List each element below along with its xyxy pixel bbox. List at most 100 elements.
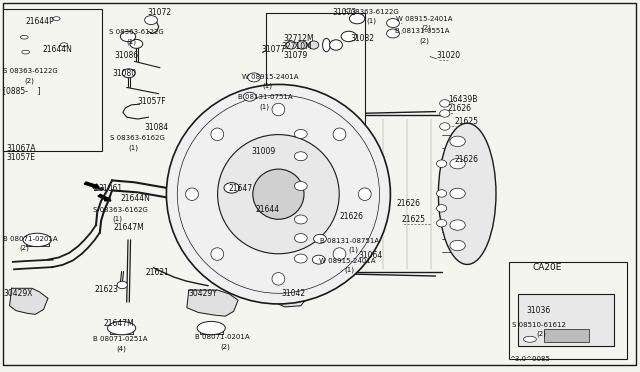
Ellipse shape (438, 123, 496, 264)
Text: 31061: 31061 (98, 185, 122, 193)
Text: (2): (2) (536, 331, 546, 337)
Text: B 08071-0201A: B 08071-0201A (3, 236, 58, 242)
Text: 21644N: 21644N (120, 194, 150, 203)
Ellipse shape (450, 136, 465, 147)
Bar (3, 9, 102, 151)
Text: (1): (1) (349, 247, 359, 253)
Text: 21647M: 21647M (114, 224, 145, 232)
Ellipse shape (186, 188, 198, 201)
Ellipse shape (436, 219, 447, 227)
Text: 21626: 21626 (454, 155, 479, 164)
Ellipse shape (333, 248, 346, 260)
Polygon shape (10, 288, 48, 314)
Ellipse shape (122, 69, 135, 78)
Text: (2): (2) (221, 343, 230, 350)
Ellipse shape (387, 29, 399, 38)
Ellipse shape (211, 248, 224, 260)
Polygon shape (274, 292, 307, 307)
Ellipse shape (450, 220, 465, 230)
Text: (2): (2) (421, 25, 431, 31)
Text: W 08915-2401A: W 08915-2401A (242, 74, 298, 80)
Bar (266, 13, 365, 143)
Text: 16439B: 16439B (448, 95, 477, 104)
Text: W 08915-2401A: W 08915-2401A (396, 16, 452, 22)
Text: 21644P: 21644P (26, 17, 54, 26)
Text: 31073: 31073 (333, 8, 357, 17)
Text: 30429Y: 30429Y (189, 289, 218, 298)
Ellipse shape (333, 128, 346, 141)
Polygon shape (518, 285, 622, 294)
Ellipse shape (272, 273, 285, 285)
Text: W 08915-2401A: W 08915-2401A (319, 258, 375, 264)
Text: B 08131-08751A: B 08131-08751A (320, 238, 379, 244)
Ellipse shape (166, 84, 390, 304)
Ellipse shape (218, 135, 339, 254)
Text: 31077: 31077 (261, 45, 285, 54)
Text: (1): (1) (127, 38, 137, 45)
Text: 21626: 21626 (397, 199, 421, 208)
FancyArrow shape (84, 182, 99, 188)
Ellipse shape (450, 188, 465, 199)
Ellipse shape (294, 152, 307, 161)
Text: (1): (1) (112, 216, 122, 222)
Text: 21621: 21621 (146, 268, 170, 277)
Ellipse shape (436, 205, 447, 212)
Ellipse shape (308, 41, 319, 49)
Text: 31064: 31064 (358, 251, 383, 260)
Text: 21647: 21647 (228, 185, 253, 193)
Ellipse shape (450, 158, 465, 169)
Text: S 08363-6122G: S 08363-6122G (344, 9, 399, 15)
Text: (1): (1) (128, 144, 138, 151)
Text: S 08363-6122G: S 08363-6122G (3, 68, 58, 74)
Ellipse shape (440, 110, 450, 117)
Ellipse shape (253, 169, 304, 219)
Bar (509, 262, 627, 359)
Ellipse shape (314, 234, 326, 243)
Ellipse shape (130, 39, 143, 48)
Ellipse shape (294, 254, 307, 263)
Text: S 08363-6162G: S 08363-6162G (93, 207, 148, 213)
Ellipse shape (294, 215, 307, 224)
Text: S 08510-61612: S 08510-61612 (512, 322, 566, 328)
Text: 21625: 21625 (402, 215, 426, 224)
Text: S 08363-6162G: S 08363-6162G (110, 135, 165, 141)
Ellipse shape (294, 182, 307, 190)
Ellipse shape (524, 336, 536, 342)
Ellipse shape (341, 31, 356, 42)
Text: (1): (1) (366, 18, 376, 24)
Text: 31084: 31084 (145, 123, 169, 132)
FancyArrow shape (98, 195, 111, 201)
Text: (1): (1) (259, 103, 269, 110)
Ellipse shape (436, 160, 447, 167)
Ellipse shape (224, 183, 239, 193)
Ellipse shape (294, 234, 307, 243)
Text: (2): (2) (24, 77, 34, 84)
Text: B 08071-0201A: B 08071-0201A (195, 334, 250, 340)
Text: 21626: 21626 (339, 212, 364, 221)
Ellipse shape (22, 50, 29, 54)
Text: (2): (2) (19, 245, 29, 251)
Text: B 08131-0551A: B 08131-0551A (395, 28, 449, 34)
Text: 32710M: 32710M (282, 42, 312, 51)
Ellipse shape (286, 41, 296, 49)
Text: 31082: 31082 (350, 34, 374, 43)
Text: (4): (4) (116, 345, 126, 352)
Text: 31057E: 31057E (6, 153, 35, 162)
Text: CA20E: CA20E (532, 263, 562, 272)
Text: 31009: 31009 (252, 147, 276, 156)
Text: 21644N: 21644N (42, 45, 72, 54)
Text: 31042: 31042 (282, 289, 306, 298)
Text: 21625: 21625 (454, 118, 479, 126)
Text: S 08363-6122G: S 08363-6122G (109, 29, 164, 35)
Ellipse shape (450, 240, 465, 251)
Ellipse shape (23, 233, 51, 247)
Ellipse shape (294, 129, 307, 138)
Ellipse shape (358, 188, 371, 201)
Ellipse shape (349, 13, 365, 24)
Text: B 08071-0251A: B 08071-0251A (93, 336, 147, 342)
Text: 31086: 31086 (114, 51, 138, 60)
Text: 21647M: 21647M (104, 319, 134, 328)
Text: (1): (1) (262, 83, 273, 89)
Ellipse shape (117, 281, 127, 289)
Polygon shape (614, 285, 622, 346)
